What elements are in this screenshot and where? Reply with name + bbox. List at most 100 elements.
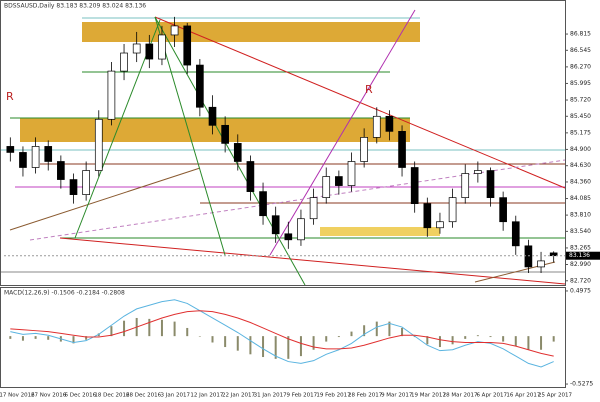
candle-body — [360, 137, 368, 162]
macd-bar — [224, 336, 227, 348]
macd-bar — [47, 336, 50, 340]
candle-body — [284, 233, 293, 241]
annotation: R — [6, 90, 14, 103]
candle-body — [246, 161, 255, 192]
x-tick-label: 28 Feb 2017 — [348, 393, 383, 399]
candle-body — [499, 197, 507, 223]
trend-line — [9, 167, 201, 231]
macd-bar — [337, 336, 340, 338]
candle-body — [132, 43, 141, 54]
y-tick-label: -0.5275 — [570, 381, 593, 388]
y-tick-label: 83.265 — [570, 244, 591, 251]
candle-body — [158, 34, 166, 60]
x-tick-label: 6 Apr 2017 — [476, 393, 507, 399]
macd-bar — [464, 336, 467, 339]
macd-bar — [274, 336, 277, 359]
macd-bar — [388, 321, 391, 337]
y-tick-label: 85.175 — [570, 129, 591, 136]
trend-line — [269, 9, 416, 256]
macd-bar — [110, 326, 113, 337]
candle-body — [385, 115, 394, 132]
chart-title: BDSSAUSD,Daily 83.183 83.209 83.024 83.1… — [4, 3, 146, 10]
macd-bar — [375, 321, 378, 337]
macd-bar — [438, 336, 441, 348]
trend-line — [59, 237, 566, 285]
x-tick-label: 12 Jan 2017 — [190, 393, 223, 399]
trend-line — [154, 16, 306, 286]
macd-bar — [502, 336, 505, 342]
candle-body — [221, 124, 229, 144]
macd-bar — [72, 336, 75, 344]
candle-body — [44, 146, 53, 162]
macd-line — [10, 299, 554, 368]
last-price-box — [566, 251, 600, 260]
macd-bar — [262, 336, 265, 358]
y-tick-label: 85.995 — [570, 80, 591, 87]
y-tick-label: 82.990 — [570, 261, 591, 268]
x-tick-label: 31 Jan 2017 — [254, 393, 287, 399]
macd-bar — [287, 336, 290, 359]
annotation: R — [365, 83, 373, 96]
candle-body — [259, 191, 267, 217]
candle-body — [436, 221, 444, 229]
candle-body — [82, 170, 90, 195]
macd-bar — [527, 336, 530, 350]
x-tick-label: 3 Jan 2017 — [160, 393, 190, 399]
y-tick-label: 85.450 — [570, 113, 591, 120]
y-tick-label: 84.360 — [570, 178, 591, 185]
macd-bar — [312, 336, 315, 350]
macd-bar — [21, 336, 24, 341]
macd-bar — [299, 336, 302, 357]
x-tick-label: 22 Jan 2017 — [222, 393, 255, 399]
macd-bar — [552, 336, 555, 342]
macd-bar — [186, 327, 189, 337]
last-price-label: 83.136 — [569, 252, 590, 259]
macd-bar — [211, 336, 214, 343]
y-tick-label: 84.630 — [570, 162, 591, 169]
candle-body — [335, 176, 343, 186]
candle-body — [297, 218, 305, 241]
y-tick-label: 0.4975 — [570, 287, 591, 294]
trend-line — [154, 16, 226, 256]
macd-bar — [249, 336, 252, 355]
x-tick-label: 6 Dec 2016 — [64, 393, 96, 399]
drawings — [0, 9, 566, 286]
candle-body — [461, 173, 470, 198]
x-tick-label: 9 Mar 2017 — [381, 393, 413, 399]
price-panel — [0, 0, 566, 286]
macd-bar — [363, 325, 366, 337]
candle-body — [69, 179, 78, 195]
candle-body — [19, 152, 27, 168]
candle-body — [398, 131, 406, 168]
y-tick-label: 86.270 — [570, 63, 591, 70]
macd-bar — [476, 335, 479, 337]
candle-body — [6, 146, 15, 153]
macd-bar — [123, 320, 126, 337]
macd-panel — [0, 287, 566, 388]
x-tick-label: 9 Feb 2017 — [286, 393, 317, 399]
candle-body — [448, 197, 457, 223]
macd-bar — [198, 336, 201, 337]
candle-body — [196, 64, 204, 108]
candle-body — [271, 215, 280, 235]
candle-body — [183, 25, 192, 66]
macd-bar — [451, 336, 454, 345]
macd-line — [10, 310, 554, 357]
macd-bar — [540, 336, 543, 350]
y-tick-label: 86.815 — [570, 31, 591, 38]
macd-bar — [514, 336, 517, 347]
macd-bar — [426, 336, 429, 345]
x-tick-label: 18 Dec 2016 — [94, 393, 130, 399]
candle-body — [486, 170, 495, 198]
macd-bar — [350, 331, 353, 337]
x-tick-label: 16 Apr 2017 — [506, 393, 541, 399]
candle-body — [31, 146, 40, 168]
macd-bar — [173, 321, 176, 337]
candle-body — [309, 197, 318, 220]
candle-body — [120, 52, 128, 72]
candle-body — [474, 170, 482, 174]
macd-bar — [325, 336, 328, 342]
candle-body — [145, 43, 154, 60]
candle-body — [107, 70, 116, 120]
y-tick-label: 83.540 — [570, 228, 591, 235]
